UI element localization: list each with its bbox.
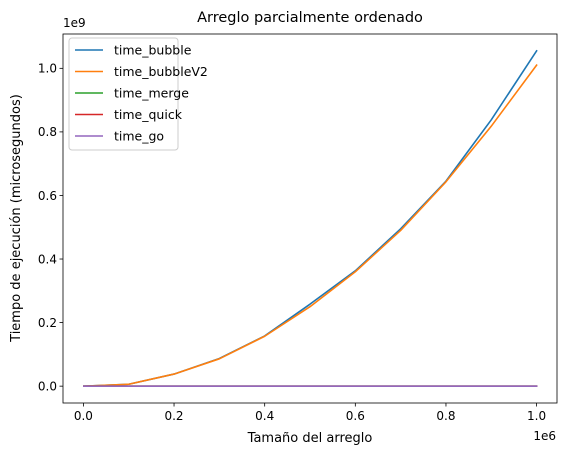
axis-ticks: 0.0 0.2 0.4 0.6 0.8 1.0 0.0 0.2 0.4 0.6 0.8 1.0	[38, 62, 546, 423]
y-tick-label: 0.4	[38, 252, 57, 266]
y-tick-label: 0.8	[38, 125, 57, 139]
chart-title: Arreglo parcialmente ordenado	[197, 10, 423, 26]
plot-area-frame	[62, 33, 558, 404]
y-tick-label: 0.2	[38, 316, 57, 330]
legend-box	[68, 37, 179, 151]
legend-label: time_go	[114, 129, 164, 144]
x-tick-label: 0.4	[255, 409, 274, 423]
x-tick-label: 1.0	[527, 409, 546, 423]
y-tick-label: 0.6	[38, 189, 57, 203]
x-tick-label: 0.2	[164, 409, 183, 423]
legend: time_bubble time_bubbleV2 time_merge time_q…	[68, 37, 208, 151]
legend-label: time_quick	[114, 107, 183, 122]
x-tick-label: 0.8	[436, 409, 455, 423]
series-lines	[83, 49, 538, 387]
legend-label: time_bubble	[114, 43, 192, 58]
x-axis-label: Tamaño del arreglo	[247, 431, 373, 446]
y-tick-label: 1.0	[38, 62, 57, 76]
y-tick-label: 0.0	[38, 379, 57, 393]
series-line-time-bubbleV2	[83, 64, 538, 387]
y-axis-label: Tiempo de ejecución (microsegundos)	[9, 94, 24, 343]
x-tick-label: 0.0	[74, 409, 93, 423]
y-axis-multiplier: 1e9	[63, 16, 86, 30]
legend-label: time_merge	[114, 86, 189, 101]
x-axis-multiplier: 1e6	[533, 429, 556, 443]
x-tick-label: 0.6	[346, 409, 365, 423]
legend-label: time_bubbleV2	[114, 64, 208, 79]
